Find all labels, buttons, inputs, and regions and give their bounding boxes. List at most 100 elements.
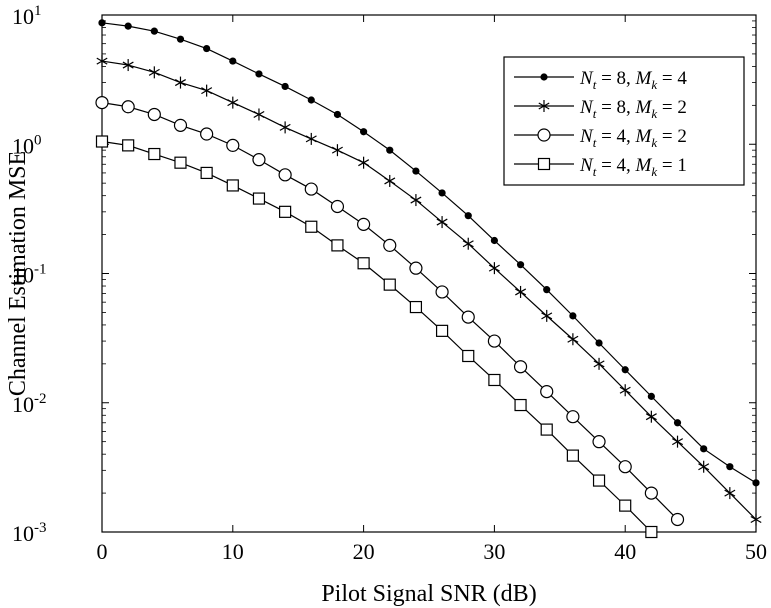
legend: Nt = 8, Mk = 4 Nt = 8, Mk = 2 Nt = 4, Mk =… (503, 56, 745, 186)
data-point-circle (200, 127, 214, 141)
data-point-dot (569, 312, 577, 320)
data-point-square (357, 257, 370, 270)
data-point-square (435, 324, 449, 337)
data-point-star (698, 460, 710, 473)
data-point-circle (95, 96, 109, 110)
data-point-square (252, 192, 266, 205)
legend-value: = 8, (596, 68, 635, 89)
x-tick-label: 0 (97, 539, 108, 564)
data-point-circle (513, 360, 528, 374)
legend-symbol: N (579, 155, 594, 176)
x-tick-label: 20 (353, 539, 375, 564)
legend-subscript: k (651, 106, 657, 121)
legend-value: = 1 (657, 155, 687, 176)
legend-label: Nt = 8, Mk = 2 (579, 97, 687, 121)
legend-value: = 8, (596, 97, 635, 118)
data-point-star (148, 66, 160, 79)
data-point-dot (307, 96, 315, 104)
data-point-square (409, 300, 423, 314)
data-point-square (95, 135, 109, 148)
y-tick-base: 10 (12, 263, 34, 288)
x-axis-title: Pilot Signal SNR (dB) (321, 581, 536, 607)
legend-symbol: N (579, 68, 594, 89)
data-point-square (514, 398, 527, 412)
data-point-star (122, 59, 134, 72)
data-point-dot (98, 19, 106, 27)
data-point-dot (229, 57, 237, 65)
data-point-star (488, 262, 500, 275)
legend-label: Nt = 4, Mk = 2 (579, 126, 687, 150)
data-point-dot (176, 35, 185, 43)
data-point-square (537, 157, 551, 171)
data-point-square (383, 278, 396, 291)
data-point-square (226, 179, 239, 192)
x-tick-label: 50 (745, 539, 767, 564)
data-point-star (227, 96, 239, 109)
legend-symbol: N (579, 126, 594, 147)
y-tick-exponent: 1 (34, 3, 42, 19)
star-stroke (122, 61, 134, 69)
data-point-square (148, 147, 161, 161)
legend-entry: Nt = 8, Mk = 4 (514, 68, 687, 92)
y-tick-base: 10 (12, 521, 34, 546)
x-tick-labels: 0 10 20 30 40 50 (97, 539, 768, 564)
series-line (101, 140, 652, 533)
legend-symbol: M (635, 68, 653, 89)
data-point-dot (543, 286, 551, 294)
star-stroke (698, 463, 710, 471)
data-point-star (593, 357, 605, 370)
data-point-circle (435, 285, 449, 299)
data-point-circle (566, 410, 580, 424)
star-stroke (253, 110, 265, 118)
data-point-square (540, 423, 553, 436)
y-tick-label: 101 (12, 3, 42, 29)
data-point-dot (726, 463, 734, 471)
data-point-dot (673, 419, 682, 427)
legend-label: Nt = 8, Mk = 4 (579, 68, 687, 92)
series-line (101, 22, 757, 484)
data-point-star (201, 84, 213, 97)
data-point-circle (383, 238, 397, 252)
star-stroke (672, 438, 684, 446)
data-point-square (566, 449, 579, 462)
data-point-circle (252, 153, 266, 167)
series-1 (98, 19, 760, 487)
legend-label: Nt = 4, Mk = 1 (579, 155, 687, 179)
legend-subscript: t (593, 164, 597, 179)
star-stroke (538, 102, 550, 110)
data-point-dot (281, 82, 289, 91)
data-point-star (538, 100, 550, 112)
data-point-square (592, 474, 606, 487)
data-point-dot (464, 212, 472, 220)
y-tick-exponent: 0 (34, 132, 42, 148)
data-point-circle (278, 168, 292, 182)
data-point-star (541, 309, 553, 322)
data-point-square (122, 139, 135, 152)
legend-subscript: t (593, 77, 597, 92)
star-stroke (384, 177, 396, 185)
data-point-dot (540, 73, 548, 81)
legend-symbol: M (635, 126, 653, 147)
star-stroke (227, 99, 239, 107)
data-point-square (619, 499, 632, 512)
y-tick-base: 10 (12, 133, 34, 158)
data-point-star (619, 384, 631, 397)
data-point-circle (357, 217, 371, 231)
legend-value: = 4, (596, 126, 635, 147)
star-stroke (436, 218, 448, 226)
data-point-star (462, 237, 474, 250)
data-point-dot (150, 27, 158, 35)
data-point-dot (595, 339, 603, 347)
data-point-dot (490, 236, 498, 245)
data-point-star (515, 285, 527, 298)
star-stroke (515, 288, 527, 296)
data-point-dot (752, 479, 760, 487)
data-point-circle (304, 182, 318, 196)
star-stroke (174, 79, 186, 87)
data-point-circle (226, 138, 240, 152)
data-point-circle (147, 107, 161, 122)
data-point-dot (360, 128, 368, 136)
legend-entry: Nt = 4, Mk = 2 (514, 126, 687, 150)
star-stroke (201, 87, 213, 95)
